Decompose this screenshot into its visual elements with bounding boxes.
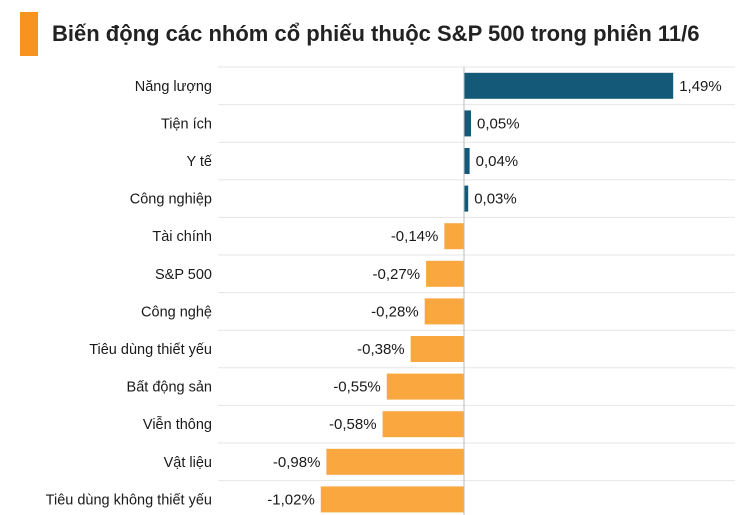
bar	[464, 110, 472, 137]
category-label: S&P 500	[155, 267, 212, 283]
category-label: Công nghệ	[141, 304, 212, 320]
value-label: 0,05%	[477, 115, 520, 132]
category-label: Y tế	[186, 154, 212, 170]
bar	[326, 448, 464, 475]
value-label: -1,02%	[267, 491, 315, 508]
category-label: Tiêu dùng không thiết yếu	[46, 492, 212, 508]
value-label: 0,03%	[474, 191, 517, 208]
chart-title: Biến động các nhóm cổ phiếu thuộc S&P 50…	[52, 21, 700, 46]
value-label: -0,58%	[329, 416, 377, 433]
bar	[320, 486, 464, 513]
category-label: Bất động sản	[127, 380, 212, 396]
gridlines	[218, 66, 735, 482]
category-label: Tài chính	[152, 229, 212, 245]
value-label: 0,04%	[476, 153, 519, 170]
bar	[426, 260, 464, 287]
category-label: Vật liệu	[164, 455, 212, 471]
value-labels: 1,49% 0,05% 0,04% 0,03% -0,14% -0,27% -0,28% -0…	[267, 78, 721, 509]
title-accent-bar	[20, 12, 38, 56]
value-label: -0,14%	[391, 228, 439, 245]
bar	[410, 336, 464, 362]
bars	[320, 72, 674, 513]
bar	[444, 223, 464, 250]
category-labels: Năng lượng Tiện ích Y tế Công nghiệp Tài chí…	[46, 79, 212, 509]
category-label: Tiện ích	[161, 116, 212, 132]
bar	[424, 298, 464, 325]
bar	[386, 373, 464, 400]
category-label: Tiêu dùng thiết yếu	[89, 342, 212, 358]
category-label: Viễn thông	[143, 416, 212, 433]
value-label: -0,27%	[373, 266, 421, 283]
bar	[464, 148, 470, 174]
bar	[464, 185, 469, 212]
value-label: 1,49%	[679, 78, 722, 95]
bar	[382, 411, 464, 438]
chart-header: Biến động các nhóm cổ phiếu thuộc S&P 50…	[20, 12, 699, 56]
value-label: -0,28%	[371, 303, 419, 320]
value-label: -0,38%	[357, 341, 405, 358]
value-label: -0,98%	[273, 454, 321, 471]
category-label: Năng lượng	[135, 79, 212, 95]
value-label: -0,55%	[333, 379, 381, 396]
category-label: Công nghiệp	[130, 192, 212, 208]
bar	[464, 72, 674, 99]
